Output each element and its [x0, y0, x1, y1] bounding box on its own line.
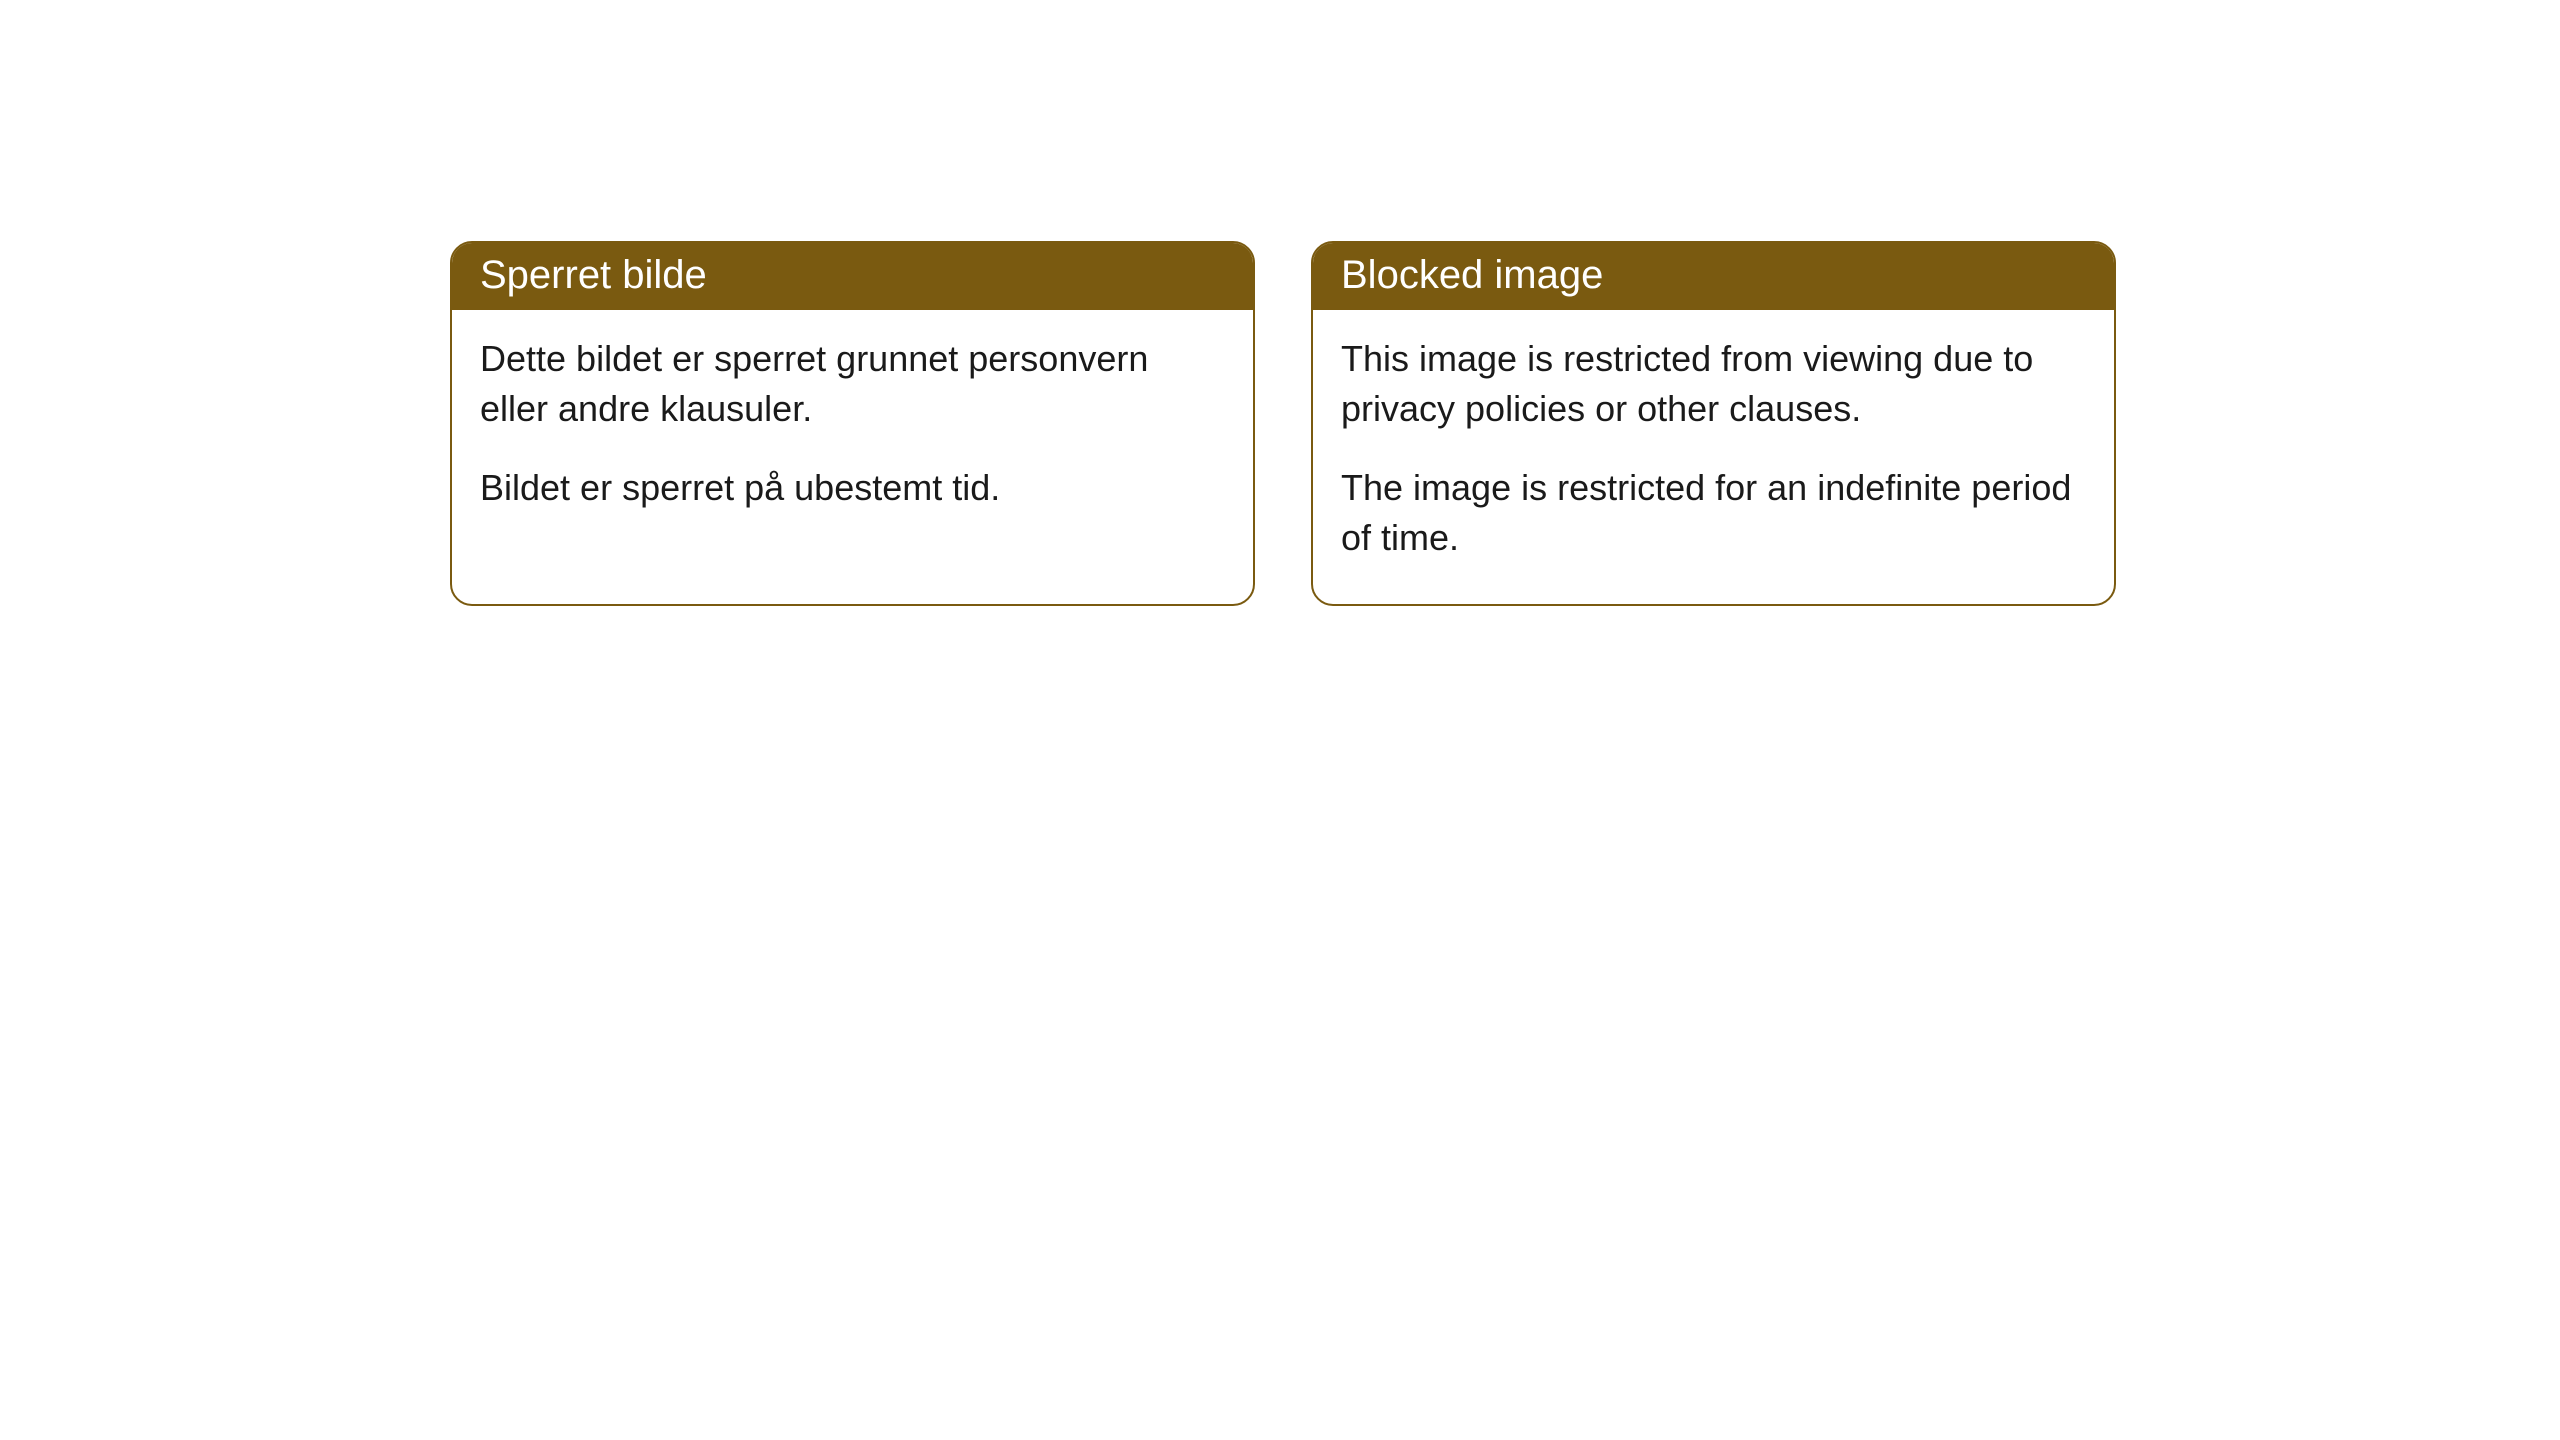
blocked-image-card-no: Sperret bilde Dette bildet er sperret gr…	[450, 241, 1255, 606]
card-paragraph-1-no: Dette bildet er sperret grunnet personve…	[480, 334, 1225, 435]
card-paragraph-2-en: The image is restricted for an indefinit…	[1341, 463, 2086, 564]
notice-cards-container: Sperret bilde Dette bildet er sperret gr…	[450, 241, 2116, 606]
card-title-no: Sperret bilde	[480, 253, 707, 297]
card-header-no: Sperret bilde	[452, 243, 1253, 310]
card-header-en: Blocked image	[1313, 243, 2114, 310]
card-body-en: This image is restricted from viewing du…	[1313, 310, 2114, 604]
blocked-image-card-en: Blocked image This image is restricted f…	[1311, 241, 2116, 606]
card-paragraph-1-en: This image is restricted from viewing du…	[1341, 334, 2086, 435]
card-body-no: Dette bildet er sperret grunnet personve…	[452, 310, 1253, 553]
card-title-en: Blocked image	[1341, 253, 1603, 297]
card-paragraph-2-no: Bildet er sperret på ubestemt tid.	[480, 463, 1225, 513]
